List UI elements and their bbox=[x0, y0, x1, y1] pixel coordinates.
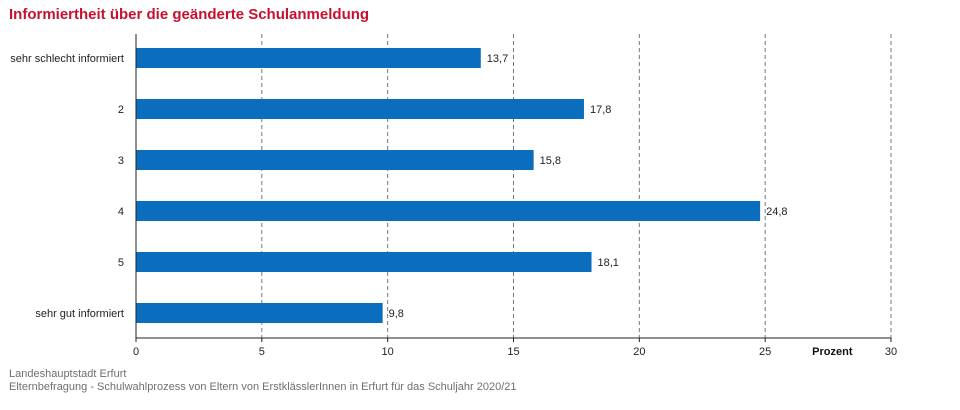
chart-title: Informiertheit über die geänderte Schula… bbox=[9, 6, 370, 23]
tick-label: 5 bbox=[259, 346, 265, 358]
category-label: 3 bbox=[118, 155, 124, 167]
value-label: 9,8 bbox=[389, 308, 404, 320]
tick-label: 30 bbox=[885, 346, 897, 358]
value-label: 18,1 bbox=[598, 257, 619, 269]
value-label: 24,8 bbox=[766, 206, 787, 218]
tick-label: 15 bbox=[507, 346, 519, 358]
x-axis-label: Prozent bbox=[812, 346, 853, 358]
tick-label: 10 bbox=[382, 346, 394, 358]
value-label: 15,8 bbox=[540, 155, 561, 167]
grid-lines bbox=[261, 34, 892, 338]
category-label: 2 bbox=[118, 104, 124, 116]
bar bbox=[136, 303, 383, 323]
bar bbox=[136, 252, 592, 272]
category-label: sehr gut informiert bbox=[35, 308, 124, 320]
bar bbox=[136, 150, 534, 170]
category-label: sehr schlecht informiert bbox=[10, 53, 124, 65]
bars bbox=[136, 48, 761, 323]
survey-note: Elternbefragung - Schulwahlprozess von E… bbox=[9, 381, 517, 393]
category-label: 5 bbox=[118, 257, 124, 269]
tick-label: 25 bbox=[759, 346, 771, 358]
source-note: Landeshauptstadt Erfurt bbox=[9, 368, 127, 380]
tick-label: 0 bbox=[133, 346, 139, 358]
value-labels: 13,7 17,8 15,8 24,8 18,1 9,8 bbox=[389, 53, 788, 320]
value-label: 13,7 bbox=[487, 53, 508, 65]
bar bbox=[136, 201, 761, 221]
bar bbox=[136, 48, 481, 68]
value-label: 17,8 bbox=[590, 104, 611, 116]
tick-label: 20 bbox=[633, 346, 645, 358]
x-axis-ticks: 0 5 10 15 20 25 30 bbox=[133, 338, 897, 358]
category-label: 4 bbox=[118, 206, 124, 218]
category-labels: sehr schlecht informiert 2 3 4 5 sehr gut inf… bbox=[10, 53, 124, 320]
bar bbox=[136, 99, 584, 119]
